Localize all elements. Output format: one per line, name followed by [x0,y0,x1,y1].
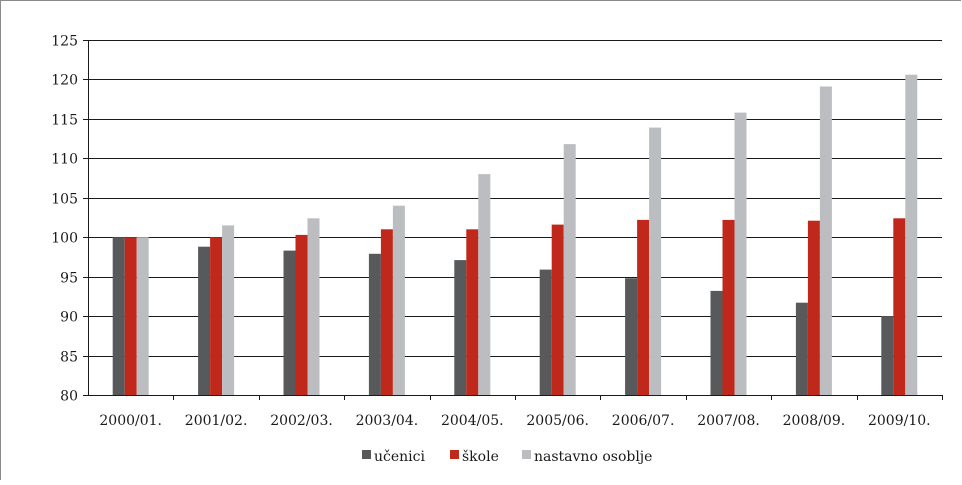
legend-label: škole [462,448,499,465]
x-tick-label: 2004/05. [441,413,504,429]
bar [893,218,906,395]
legend-label: učenici [374,449,425,465]
bar [466,229,479,395]
y-tick-label: 85 [60,350,78,366]
y-tick-label: 110 [51,152,78,168]
bar [124,237,137,395]
y-tick-label: 90 [60,310,78,326]
bar [795,302,808,395]
y-tick-label: 120 [51,73,78,89]
bar [722,219,735,395]
y-tick-label: 115 [51,113,78,129]
bar [478,174,491,395]
x-tick-label: 2007/08. [697,413,760,429]
bar [637,219,650,395]
bar [380,229,393,395]
legend-swatch [450,450,459,459]
bar [136,237,149,395]
bar [905,74,918,395]
bar [198,246,211,395]
bar [283,250,296,395]
bar [210,237,223,395]
x-tick-labels: 2000/01. 2001/02. 2002/03. 2003/04. 2004/05.… [99,413,930,429]
x-tick-label: 2005/06. [526,413,589,429]
y-tick-labels: 80 85 90 95 100 105 110 115 120 125 [51,34,78,405]
bar [392,205,405,395]
y-tick-label: 125 [51,34,78,50]
y-tick-label: 80 [60,389,78,405]
bar [819,86,832,395]
bar [222,225,235,395]
x-tick-label: 2000/01. [99,413,162,429]
x-tick-label: 2002/03. [270,413,333,429]
axes [83,40,943,400]
bar [295,234,308,395]
y-tick-label: 95 [60,271,78,287]
legend-swatch [522,450,531,459]
bar [551,224,564,395]
bar [112,237,125,395]
x-tick-label: 2003/04. [356,413,419,429]
bar [307,218,320,395]
legend-label: nastavno osoblje [534,449,652,465]
bar [539,269,552,395]
bar [368,253,381,395]
bar [807,220,820,395]
legend: učenici škole nastavno osoblje [362,448,652,465]
bars [112,74,918,395]
bar [563,144,576,395]
bar [454,260,467,395]
x-tick-label: 2001/02. [185,413,248,429]
legend-swatch [362,450,371,459]
y-tick-label: 105 [51,192,78,208]
x-tick-label: 2006/07. [612,413,675,429]
bar [625,278,638,395]
x-tick-label: 2009/10. [868,413,931,429]
bar [734,112,747,395]
bar [710,290,723,395]
bar [881,316,894,395]
y-tick-label: 100 [51,231,78,247]
x-tick-label: 2008/09. [783,413,846,429]
bar [649,127,662,395]
